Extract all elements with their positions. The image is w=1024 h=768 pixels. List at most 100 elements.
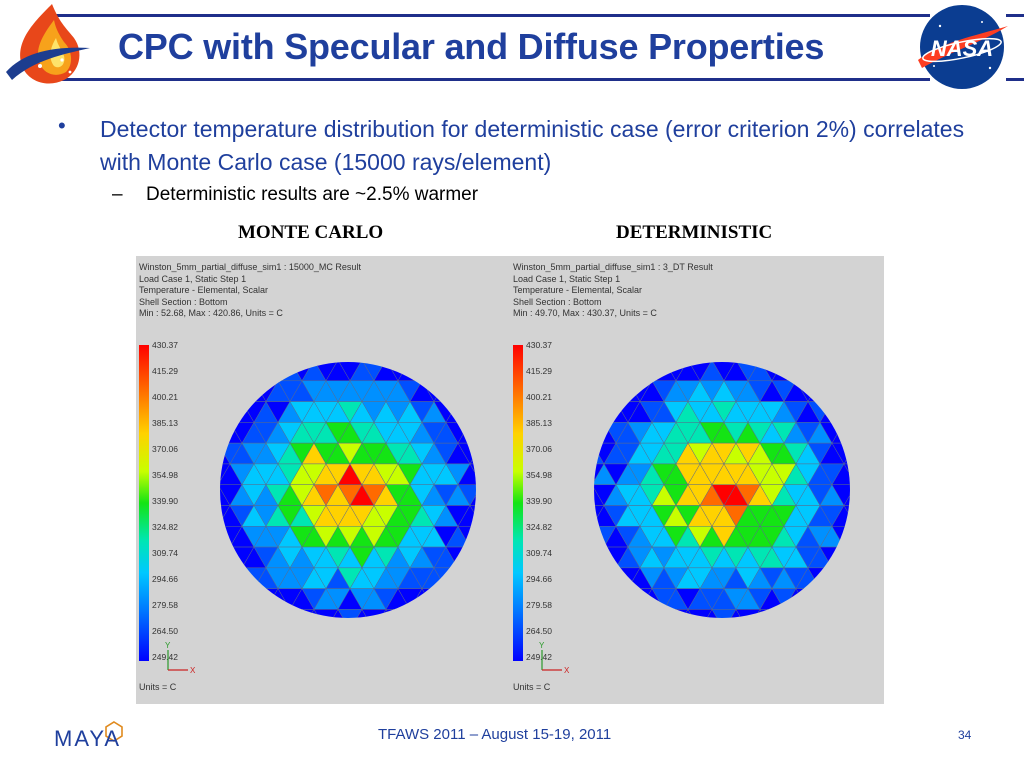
mesh-element bbox=[711, 609, 737, 618]
mesh-element bbox=[241, 609, 267, 618]
mesh-element bbox=[594, 567, 617, 590]
mesh-element bbox=[594, 422, 605, 444]
mesh-element bbox=[421, 588, 447, 610]
mesh-element bbox=[229, 608, 255, 618]
mesh-element bbox=[783, 609, 809, 618]
label-monte-carlo: MONTE CARLO bbox=[238, 222, 384, 243]
colorbar-right bbox=[513, 345, 523, 661]
colorbar-tick: 279.58 bbox=[152, 600, 178, 610]
mesh-element bbox=[220, 422, 231, 444]
plot-header-line: Min : 52.68, Max : 420.86, Units = C bbox=[139, 308, 283, 318]
units-label-right: Units = C bbox=[513, 682, 551, 692]
mesh-element bbox=[445, 380, 471, 403]
axis-triad-left-icon: Y X bbox=[165, 641, 196, 675]
mesh-element bbox=[843, 380, 850, 403]
bullet-marker: • bbox=[58, 113, 66, 138]
mesh-element bbox=[457, 546, 476, 569]
mesh-element bbox=[241, 380, 267, 402]
mesh-element bbox=[843, 608, 850, 618]
mesh-element bbox=[843, 567, 850, 589]
colorbar-tick: 294.66 bbox=[152, 574, 178, 584]
flame-logo-icon bbox=[6, 4, 90, 84]
mesh-element bbox=[594, 608, 605, 618]
plot-header-line: Load Case 1, Static Step 1 bbox=[139, 273, 247, 284]
mesh-element bbox=[594, 588, 617, 610]
mesh-element bbox=[807, 380, 833, 402]
mesh-element bbox=[385, 609, 411, 618]
mesh-element bbox=[831, 588, 850, 610]
mesh-element bbox=[277, 362, 303, 382]
colorbar-ticks-left: 430.37 415.29 400.21 385.13 370.06 354.9… bbox=[152, 340, 202, 670]
slide-title: CPC with Specular and Diffuse Properties bbox=[118, 26, 825, 67]
plot-header-line: Shell Section : Bottom bbox=[139, 296, 228, 307]
mesh-element bbox=[639, 362, 665, 382]
colorbar-tick: 415.29 bbox=[152, 366, 178, 376]
nasa-logo-icon: NASA bbox=[918, 5, 1008, 89]
mesh-element bbox=[771, 608, 797, 618]
mesh-element bbox=[807, 588, 833, 610]
colorbar-ticks-right: 430.37 415.29 400.21 385.13 370.06 354.9… bbox=[526, 340, 576, 670]
mesh-element bbox=[457, 401, 476, 423]
colorbar-tick: 370.06 bbox=[526, 444, 552, 454]
mesh-element bbox=[457, 362, 476, 382]
mesh-element bbox=[220, 609, 243, 618]
mesh-element bbox=[831, 484, 850, 506]
mesh-element bbox=[819, 362, 845, 382]
mesh-element bbox=[795, 608, 821, 618]
mesh-element bbox=[220, 588, 243, 610]
mesh-element bbox=[469, 380, 476, 403]
mesh-element bbox=[687, 609, 713, 618]
mesh-element bbox=[409, 362, 435, 382]
mesh-element bbox=[445, 567, 471, 589]
plot-header-line: Temperature - Elemental, Scalar bbox=[139, 285, 269, 295]
mesh-element bbox=[337, 609, 363, 618]
mesh-element bbox=[831, 567, 850, 590]
mesh-element bbox=[594, 546, 605, 569]
colorbar-tick: 370.06 bbox=[152, 444, 178, 454]
mesh-element bbox=[457, 380, 476, 402]
mesh-element bbox=[651, 362, 677, 382]
mesh-element bbox=[457, 567, 476, 590]
mesh-element bbox=[843, 546, 850, 569]
mesh-element bbox=[819, 588, 845, 610]
mesh-element bbox=[397, 608, 423, 618]
mesh-element bbox=[313, 609, 339, 618]
mesh-element bbox=[627, 588, 653, 610]
colorbar-tick: 339.90 bbox=[152, 496, 178, 506]
mesh-element bbox=[639, 609, 665, 618]
mesh-element bbox=[220, 380, 243, 402]
colorbar-tick: 385.13 bbox=[152, 418, 178, 428]
mesh-element bbox=[795, 588, 821, 610]
mesh-element bbox=[831, 546, 850, 569]
mesh-element bbox=[771, 362, 797, 382]
mesh-element bbox=[469, 362, 476, 382]
page-number: 34 bbox=[958, 728, 972, 742]
mesh-element bbox=[220, 567, 243, 590]
colorbar-tick: 430.37 bbox=[152, 340, 178, 350]
mesh-element bbox=[627, 608, 653, 618]
title-rule-top-right bbox=[1006, 14, 1024, 17]
plot-deterministic: Winston_5mm_partial_diffuse_sim1 : 3_DT … bbox=[513, 262, 713, 320]
mesh-element bbox=[843, 422, 850, 444]
mesh-element bbox=[615, 609, 641, 618]
mesh-element bbox=[469, 422, 476, 444]
mesh-element bbox=[433, 588, 459, 610]
colorbar-tick: 324.82 bbox=[152, 522, 178, 532]
mesh-element bbox=[433, 609, 459, 618]
colorbar-left bbox=[139, 345, 149, 661]
colorbar-tick: 354.98 bbox=[152, 470, 178, 480]
mesh-element bbox=[831, 609, 850, 618]
colorbar-tick: 430.37 bbox=[526, 340, 552, 350]
title-rule-top bbox=[50, 14, 930, 17]
mesh-element bbox=[220, 401, 231, 423]
mesh-element bbox=[807, 362, 833, 382]
mesh-element bbox=[220, 401, 243, 423]
colorbar-tick: 354.98 bbox=[526, 470, 552, 480]
mesh-element bbox=[253, 362, 279, 382]
temperature-mesh-monte-carlo bbox=[220, 362, 476, 618]
mesh-element bbox=[819, 567, 845, 589]
plot-header-line: Temperature - Elemental, Scalar bbox=[513, 285, 643, 295]
axis-y-label: Y bbox=[165, 641, 171, 650]
mesh-element bbox=[445, 401, 471, 423]
mesh-element bbox=[229, 362, 255, 382]
